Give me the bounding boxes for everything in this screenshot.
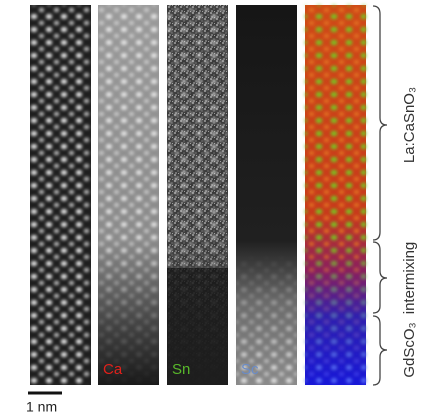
figure: Ca Sn Sc 1 nm La:CaSnO₃ intermixing GdSc… [0,0,439,419]
region-label: GdScO₃ [401,322,418,377]
haadf-panel [30,5,91,385]
region-braces [373,6,387,385]
scale-bar-label: 1 nm [26,399,57,415]
element-label: Sn [172,361,190,378]
sn-map-panel [167,5,228,385]
region-label: La:CaSnO₃ [401,87,418,163]
sc-map-panel [236,5,297,385]
element-label: Ca [103,361,123,378]
overlay-panel [305,5,366,385]
region-label: intermixing [401,242,418,315]
ca-map-panel [98,5,159,385]
element-label: Sc [241,361,259,378]
page: {"element_labels": ["Ca", "Sn", "Sc"], "… [0,0,439,419]
